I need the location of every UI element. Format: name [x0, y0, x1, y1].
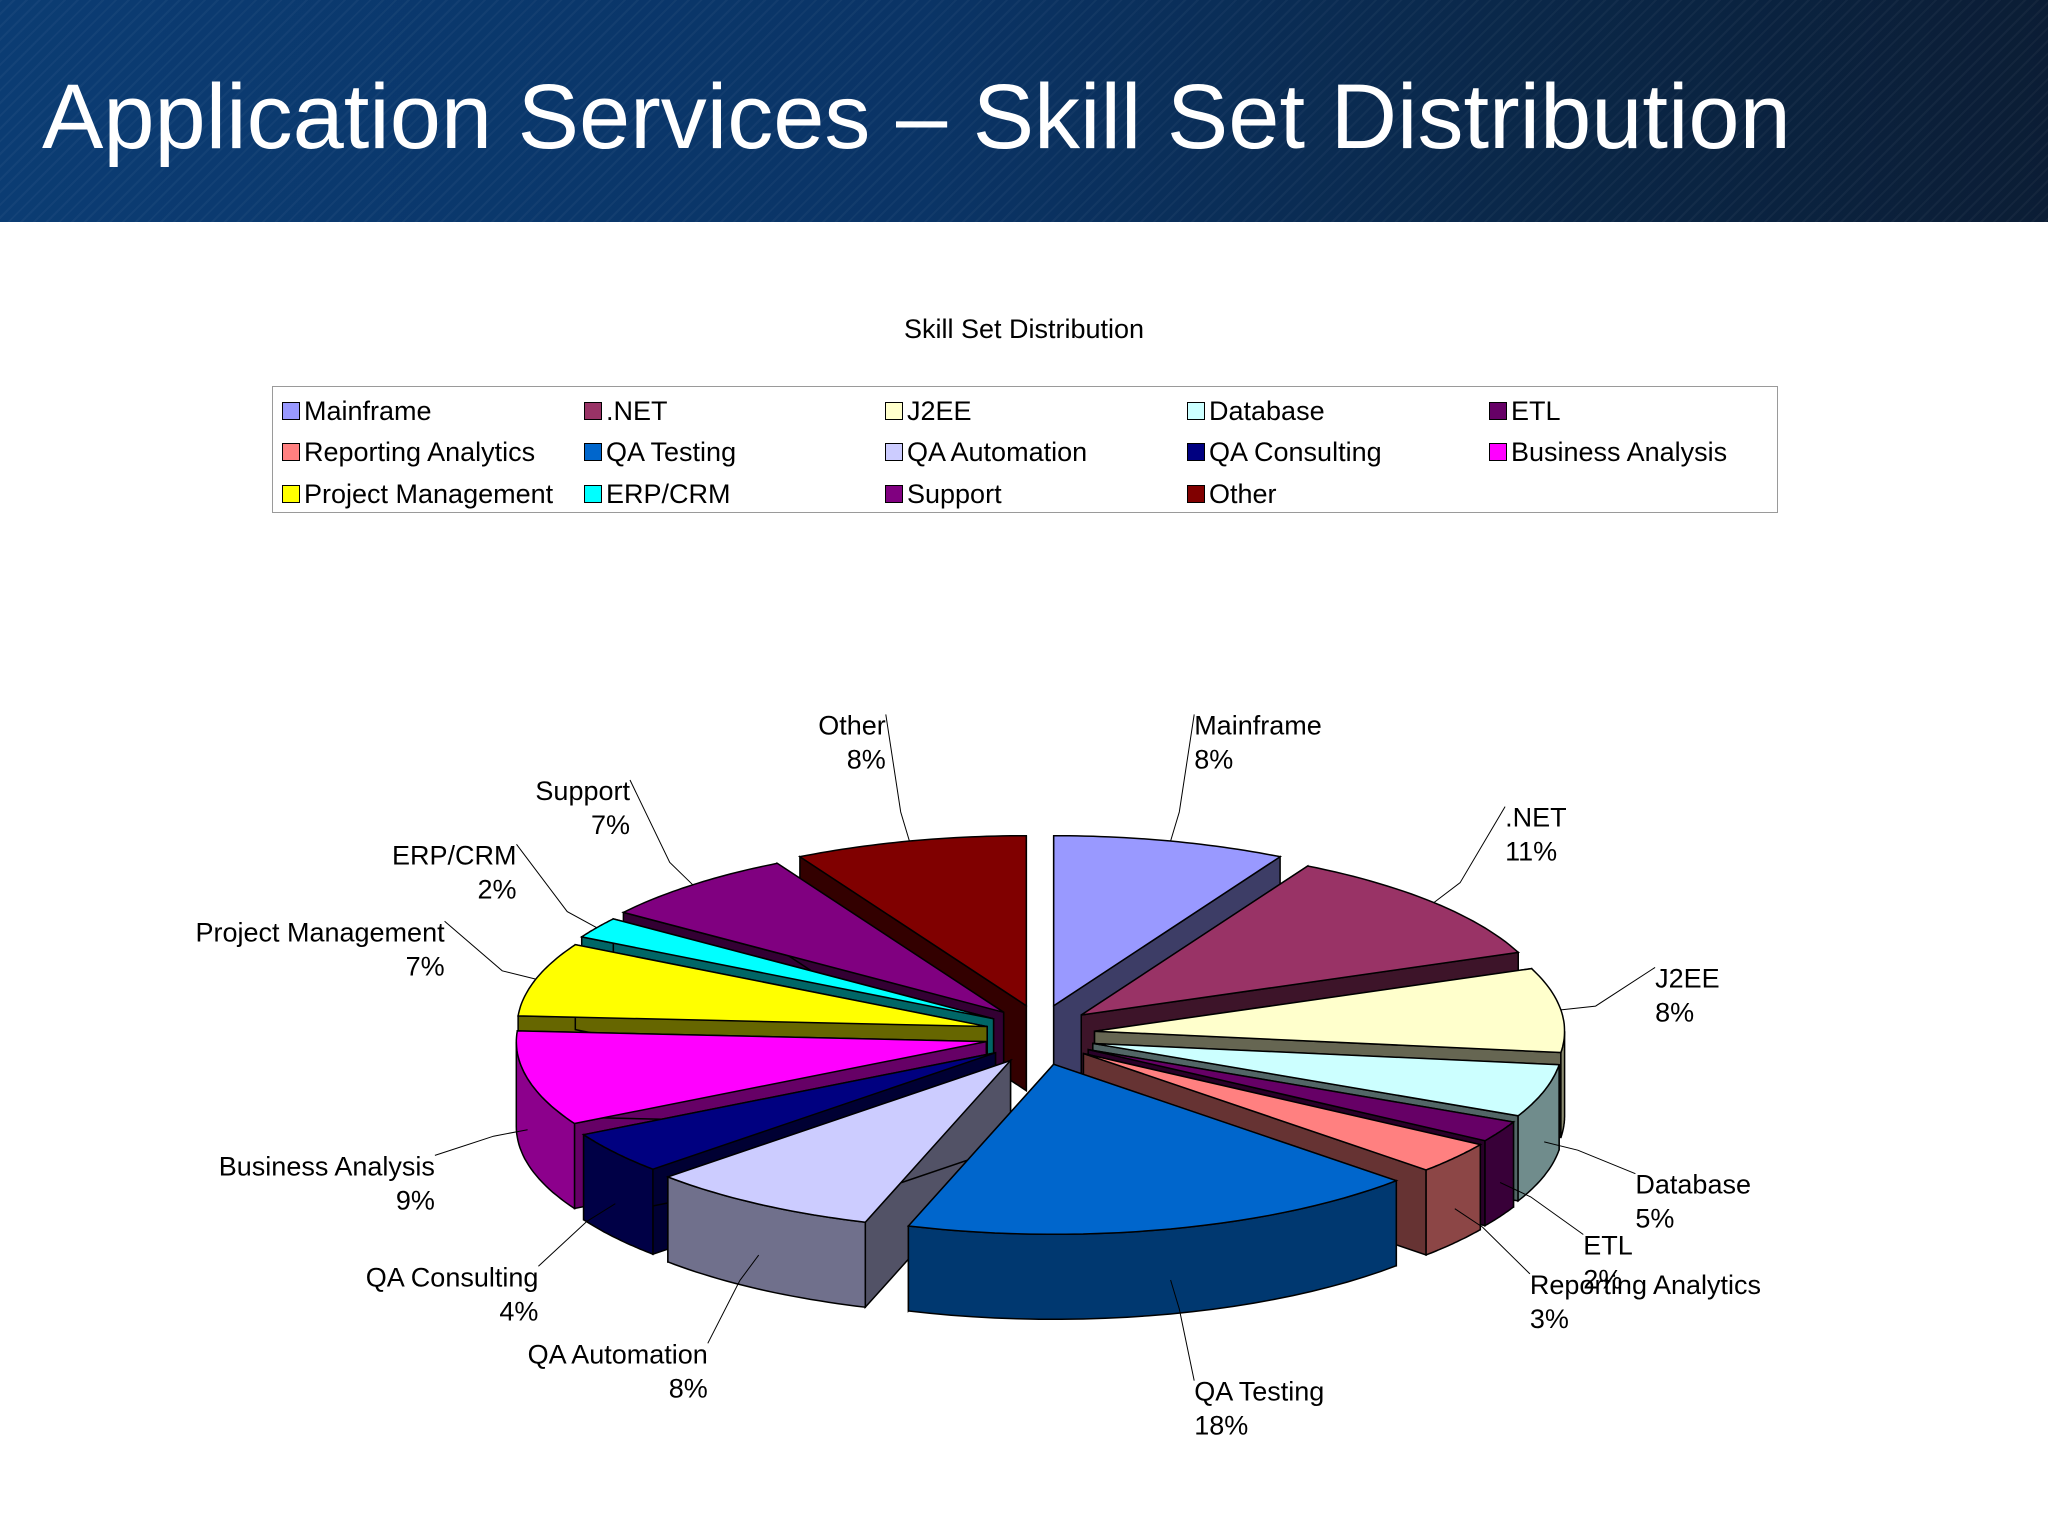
slice-label-net: .NET	[1505, 803, 1567, 833]
legend-label: Database	[1209, 395, 1325, 426]
pie-labels: Mainframe8%.NET11%J2EE8%Database5%ETL2%R…	[195, 710, 1761, 1440]
pie-slice-etl	[1088, 1048, 1516, 1142]
legend-label: Business Analysis	[1511, 436, 1728, 467]
legend-item-mainframe: Mainframe	[282, 395, 432, 427]
legend-swatch	[1187, 443, 1205, 461]
legend-item-etl: ETL	[1489, 395, 1561, 427]
slice-percent-mainframe: 8%	[1194, 744, 1233, 774]
slice-label-support: Support	[535, 776, 630, 806]
legend-label: Other	[1209, 478, 1277, 509]
leader-line-qa-consulting	[538, 1203, 616, 1267]
leader-line-etl	[1499, 1182, 1584, 1235]
legend-label: .NET	[606, 395, 668, 426]
pie-slice-qa-consulting	[581, 1052, 996, 1171]
leader-line-mainframe	[1170, 714, 1195, 842]
slice-label-business-analysis: Business Analysis	[219, 1151, 435, 1181]
leader-line-net	[1433, 806, 1506, 903]
slice-percent-business-analysis: 9%	[396, 1185, 435, 1215]
chart-legend: Mainframe .NET J2EE Database ETL Reporti…	[272, 386, 1778, 513]
slice-percent-qa-consulting: 4%	[499, 1296, 538, 1326]
legend-item-support: Support	[885, 478, 1002, 510]
pie-slice-business-analysis	[515, 1030, 987, 1125]
slice-label-database: Database	[1635, 1170, 1751, 1200]
leader-line-other	[885, 714, 910, 842]
slice-percent-other: 8%	[847, 744, 886, 774]
leader-line-database	[1544, 1141, 1636, 1175]
legend-label: Support	[907, 478, 1002, 509]
legend-item-reporting-analytics: Reporting Analytics	[282, 436, 535, 468]
slice-label-other: Other	[818, 710, 886, 740]
slice-percent-qa-automation: 8%	[669, 1373, 708, 1403]
leader-line-qa-automation	[707, 1254, 760, 1344]
legend-label: Reporting Analytics	[304, 436, 536, 467]
legend-item-business-analysis: Business Analysis	[1489, 436, 1727, 468]
slice-label-qa-consulting: QA Consulting	[366, 1262, 539, 1292]
slice-percent-reporting-analytics: 3%	[1530, 1304, 1569, 1334]
slice-label-erp-crm: ERP/CRM	[392, 840, 517, 870]
pie-slice-database	[1092, 1042, 1561, 1117]
legend-swatch	[885, 485, 903, 503]
leader-line-business-analysis	[434, 1129, 528, 1156]
slice-percent-project-management: 7%	[406, 951, 445, 981]
slice-percent-etl: 2%	[1583, 1265, 1622, 1295]
legend-swatch	[282, 402, 300, 420]
leader-line-qa-testing	[1170, 1279, 1195, 1381]
legend-swatch	[885, 443, 903, 461]
legend-label: QA Testing	[606, 436, 737, 467]
slice-percent-qa-testing: 18%	[1194, 1411, 1248, 1441]
slice-label-etl: ETL	[1583, 1231, 1633, 1261]
legend-label: ETL	[1511, 395, 1561, 426]
legend-label: QA Consulting	[1209, 436, 1382, 467]
leader-line-support	[629, 779, 694, 886]
slice-label-qa-testing: QA Testing	[1194, 1377, 1324, 1407]
legend-item-qa-testing: QA Testing	[584, 436, 736, 468]
leader-line-j2ee	[1560, 966, 1656, 1011]
legend-item-erp-crm: ERP/CRM	[584, 478, 731, 510]
legend-label: ERP/CRM	[606, 478, 731, 509]
pie-slice-reporting-analytics	[1083, 1052, 1483, 1171]
slice-label-j2ee: J2EE	[1655, 963, 1720, 993]
legend-swatch	[1187, 402, 1205, 420]
legend-item-qa-consulting: QA Consulting	[1187, 436, 1382, 468]
leader-line-project-management	[444, 920, 536, 980]
legend-item-other: Other	[1187, 478, 1277, 510]
pie-slice-qa-testing	[906, 1063, 1399, 1236]
slice-label-qa-automation: QA Automation	[528, 1339, 708, 1369]
slide-title: Application Services – Skill Set Distrib…	[42, 66, 1791, 168]
pie-slice-qa-automation	[665, 1058, 1014, 1223]
slice-percent-database: 5%	[1635, 1204, 1674, 1234]
leader-line-reporting-analytics	[1454, 1208, 1531, 1275]
legend-label: QA Automation	[907, 436, 1088, 467]
legend-swatch	[282, 443, 300, 461]
slice-label-reporting-analytics: Reporting Analytics	[1530, 1270, 1761, 1300]
legend-swatch	[282, 485, 300, 503]
legend-item-dotnet: .NET	[584, 395, 668, 427]
legend-swatch	[584, 443, 602, 461]
legend-item-j2ee: J2EE	[885, 395, 972, 427]
slice-label-project-management: Project Management	[195, 917, 445, 947]
legend-item-database: Database	[1187, 395, 1325, 427]
slice-percent-net: 11%	[1505, 837, 1557, 867]
legend-label: J2EE	[907, 395, 972, 426]
legend-label: Project Management	[304, 478, 554, 509]
title-banner: Application Services – Skill Set Distrib…	[0, 0, 2048, 222]
legend-label: Mainframe	[304, 395, 432, 426]
chart-title: Skill Set Distribution	[903, 314, 1145, 344]
legend-swatch	[584, 485, 602, 503]
legend-swatch	[1187, 485, 1205, 503]
legend-swatch	[584, 402, 602, 420]
legend-item-qa-automation: QA Automation	[885, 436, 1087, 468]
legend-swatch	[1489, 443, 1507, 461]
legend-swatch	[1489, 402, 1507, 420]
slice-percent-erp-crm: 2%	[477, 874, 516, 904]
leader-line-erp-crm	[516, 843, 597, 929]
slice-percent-j2ee: 8%	[1655, 997, 1694, 1027]
legend-item-project-management: Project Management	[282, 478, 553, 510]
legend-swatch	[885, 402, 903, 420]
slice-percent-support: 7%	[591, 810, 630, 840]
slice-label-mainframe: Mainframe	[1194, 710, 1322, 740]
